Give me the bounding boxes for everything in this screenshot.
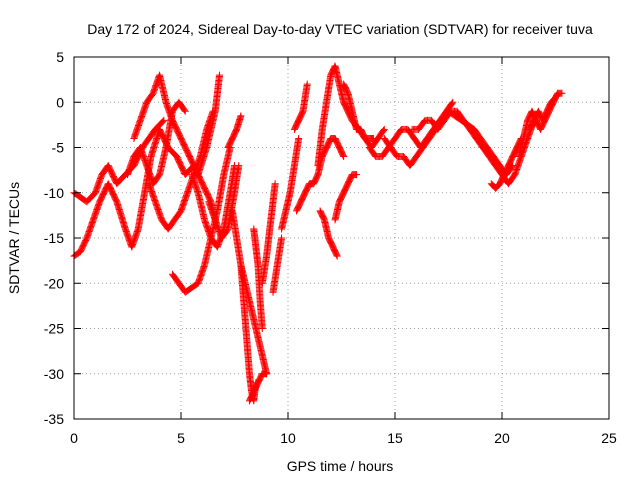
y-tick-label: -25 (44, 321, 64, 337)
data-point-marker (271, 180, 279, 188)
series-sat-A (70, 125, 219, 260)
data-point-marker (551, 95, 559, 103)
data-point-marker (237, 112, 245, 120)
x-tick-label: 0 (70, 430, 78, 446)
series-sat-Z (445, 107, 517, 179)
x-tick-label: 15 (387, 430, 403, 446)
data-point-marker (339, 151, 347, 159)
data-point-marker (449, 98, 457, 106)
x-tick-label: 10 (280, 430, 296, 446)
data-point-marker (258, 325, 266, 332)
data-point-marker (216, 71, 224, 79)
grid-lines (74, 57, 609, 419)
y-tick-label: 0 (56, 94, 64, 110)
x-axis-title: GPS time / hours (287, 458, 394, 474)
axis-ticks: 0 5 10 15 20 25 5 0 -5 -10 -15 -20 -25 -30 -35 (44, 49, 617, 446)
data-point-marker (558, 89, 566, 97)
series-sat-T (316, 207, 341, 260)
y-tick-label: -15 (44, 230, 64, 246)
data-point-marker (448, 99, 456, 107)
data-point-marker (370, 134, 378, 142)
y-tick-label: -30 (44, 366, 64, 382)
chart-title: Day 172 of 2024, Sidereal Day-to-day VTE… (87, 21, 593, 37)
data-point-marker (379, 127, 387, 135)
data-point-marker (550, 96, 558, 104)
series-sat-I (224, 112, 245, 151)
series-sat-P (278, 134, 303, 233)
data-point-marker (552, 94, 559, 102)
series-sat-H (205, 162, 243, 242)
y-tick-label: -35 (44, 411, 64, 427)
series-sat-Q (290, 80, 311, 133)
data-point-marker (295, 134, 303, 142)
series-sat-E (124, 98, 189, 188)
series-sat-N (258, 180, 279, 287)
series-sat-X (380, 116, 446, 170)
data-point-marker (333, 252, 341, 260)
data-point-marker (303, 80, 311, 88)
y-axis-title: SDTVAR / TECUs (6, 182, 22, 294)
x-tick-label: 5 (177, 430, 185, 446)
series-sat-L (245, 370, 271, 405)
x-tick-label: 20 (494, 430, 510, 446)
data-point-marker (160, 116, 168, 124)
series-sat-AC (526, 94, 559, 133)
series-sat-O (269, 234, 286, 296)
data-point-marker (278, 234, 286, 242)
y-tick-label: -20 (44, 275, 64, 291)
series-sat-S (314, 62, 388, 170)
data-point-marker (263, 370, 271, 378)
data-point-marker (352, 171, 360, 179)
data-point-marker (340, 153, 348, 161)
y-tick-label: -10 (44, 185, 64, 201)
data-point-marker (333, 251, 341, 259)
data-point-marker (159, 117, 167, 125)
x-tick-label: 25 (601, 430, 617, 446)
data-point-marker (181, 107, 189, 115)
data-point-marker (209, 107, 217, 115)
series-sat-F (168, 144, 234, 296)
y-tick-label: -5 (52, 140, 65, 156)
y-tick-label: 5 (56, 49, 64, 65)
data-points (70, 62, 566, 405)
series-sat-R (293, 134, 348, 215)
data-point-marker (380, 125, 388, 133)
data-point-marker (235, 162, 243, 170)
data-point-marker (180, 106, 188, 114)
series-sat-V (340, 80, 378, 142)
series-sat-U (331, 171, 360, 224)
